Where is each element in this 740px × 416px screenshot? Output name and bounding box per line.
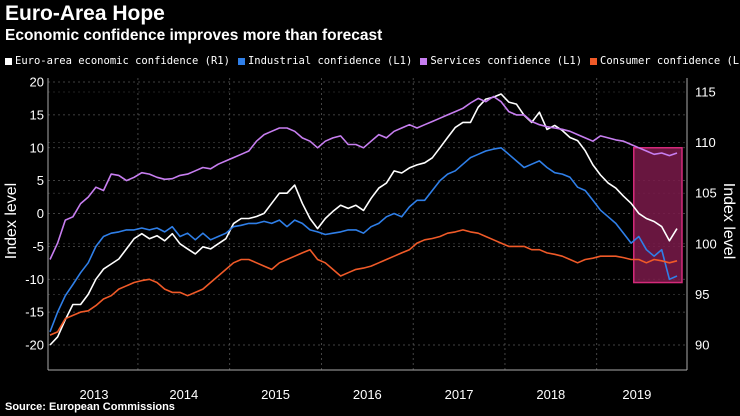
source-note: Source: European Commissions xyxy=(5,401,175,413)
x-tick-label: 2018 xyxy=(536,387,565,402)
y-left-tick-label: 0 xyxy=(37,206,44,221)
legend-item-services: Services confidence (L1) xyxy=(420,55,582,67)
legend-swatch-consumer xyxy=(590,57,598,65)
legend-item-economic: Euro-area economic confidence (R1) xyxy=(5,55,230,67)
legend-label-economic: Euro-area economic confidence (R1) xyxy=(15,55,230,67)
legend-label-industrial: Industrial confidence (L1) xyxy=(247,55,413,67)
y-right-tick-label: 105 xyxy=(695,186,717,201)
series-line-services xyxy=(49,95,678,260)
legend-label-services: Services confidence (L1) xyxy=(430,55,583,67)
x-tick-label: 2016 xyxy=(353,387,382,402)
y-left-axis-title: Index level xyxy=(3,183,20,260)
series-line-industrial xyxy=(49,147,678,333)
y-left-tick-label: -5 xyxy=(32,239,44,254)
x-tick-label: 2013 xyxy=(80,387,109,402)
x-tick-label: 2017 xyxy=(445,387,474,402)
y-left-tick-label: 15 xyxy=(30,107,44,122)
legend-swatch-services xyxy=(420,57,428,65)
x-tick-label: 2019 xyxy=(622,387,651,402)
y-left-tick-label: -15 xyxy=(25,305,44,320)
y-right-tick-label: 95 xyxy=(695,287,709,302)
y-left-tick-label: 5 xyxy=(37,173,44,188)
y-right-tick-label: 110 xyxy=(695,135,716,150)
legend-item-consumer: Consumer confidence (L1) xyxy=(590,55,740,67)
y-left-tick-label: -10 xyxy=(25,272,44,287)
x-tick-label: 2014 xyxy=(169,387,198,402)
chart-title: Euro-Area Hope xyxy=(5,2,165,25)
y-right-tick-label: 100 xyxy=(695,236,717,251)
legend-label-consumer: Consumer confidence (L1) xyxy=(600,55,740,67)
chart-subtitle: Economic confidence improves more than f… xyxy=(5,27,383,44)
legend-swatch-economic xyxy=(5,57,12,65)
legend-item-industrial: Industrial confidence (L1) xyxy=(237,55,413,67)
series-line-economic xyxy=(49,93,678,346)
y-left-tick-label: 20 xyxy=(30,75,44,90)
y-left-tick-label: 10 xyxy=(30,140,44,155)
legend-swatch-industrial xyxy=(237,57,245,65)
x-tick-label: 2015 xyxy=(261,387,290,402)
legend: Euro-area economic confidence (R1) Indus… xyxy=(5,55,740,67)
y-left-tick-label: -20 xyxy=(25,338,44,353)
y-right-tick-label: 115 xyxy=(695,85,716,100)
series-line-consumer xyxy=(49,229,678,336)
y-right-tick-label: 90 xyxy=(695,338,709,353)
y-right-axis-title: Index level xyxy=(720,183,737,260)
